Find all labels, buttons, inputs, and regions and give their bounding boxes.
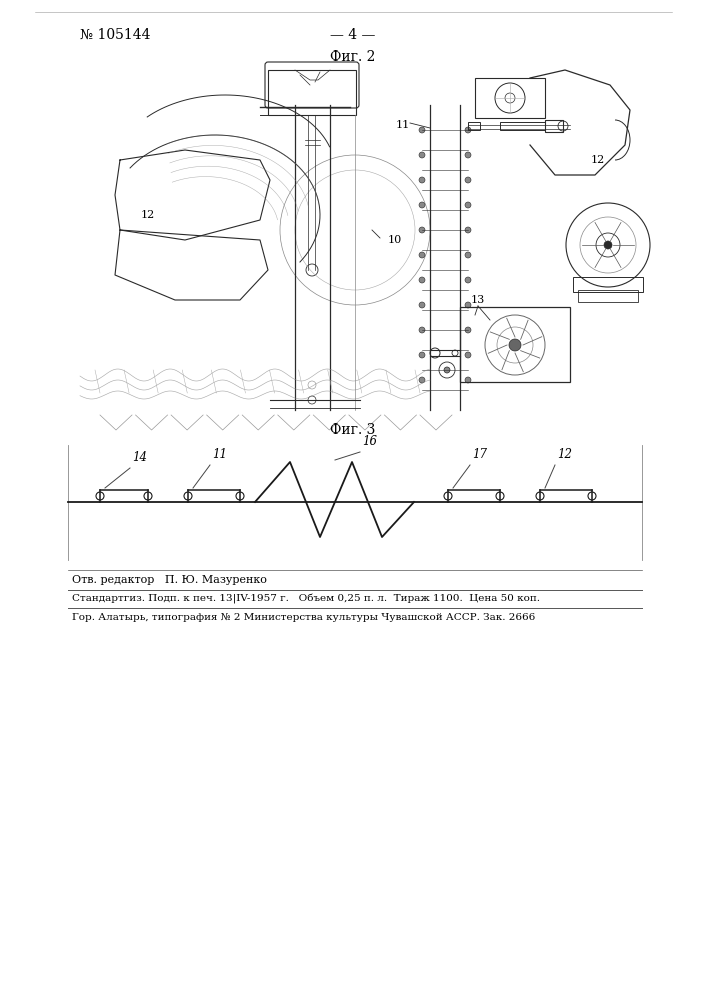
Circle shape (419, 277, 425, 283)
Circle shape (465, 127, 471, 133)
Bar (468, 122, 480, 130)
Circle shape (465, 177, 471, 183)
Circle shape (465, 352, 471, 358)
Text: 12: 12 (557, 448, 572, 461)
Text: 12: 12 (591, 155, 605, 165)
Bar (578, 290, 638, 302)
Circle shape (604, 241, 612, 249)
Circle shape (465, 252, 471, 258)
Text: 17: 17 (472, 448, 487, 461)
Bar (475, 78, 545, 118)
Bar (500, 122, 545, 130)
Circle shape (419, 152, 425, 158)
Bar (268, 70, 356, 115)
Text: 12: 12 (141, 210, 155, 220)
Bar (573, 277, 643, 292)
Circle shape (465, 377, 471, 383)
Text: — 4 —: — 4 — (330, 28, 375, 42)
Circle shape (419, 252, 425, 258)
Circle shape (465, 302, 471, 308)
Circle shape (419, 352, 425, 358)
Text: № 105144: № 105144 (80, 28, 151, 42)
Text: Фиг. 2: Фиг. 2 (330, 50, 375, 64)
Circle shape (419, 177, 425, 183)
Circle shape (444, 367, 450, 373)
Circle shape (465, 277, 471, 283)
Text: Отв. редактор   П. Ю. Мазуренко: Отв. редактор П. Ю. Мазуренко (72, 575, 267, 585)
Circle shape (465, 327, 471, 333)
Circle shape (465, 202, 471, 208)
Circle shape (419, 227, 425, 233)
Text: Стандартгиз. Подп. к печ. 13|IV-1957 г.   Объем 0,25 п. л.  Тираж 1100.  Цена 50: Стандартгиз. Подп. к печ. 13|IV-1957 г. … (72, 594, 540, 604)
Bar (460, 307, 570, 382)
Text: 11: 11 (396, 120, 410, 130)
Circle shape (419, 127, 425, 133)
Circle shape (465, 152, 471, 158)
Circle shape (419, 302, 425, 308)
Text: Фиг. 3: Фиг. 3 (330, 423, 375, 437)
Circle shape (419, 377, 425, 383)
Circle shape (419, 202, 425, 208)
Text: 13: 13 (471, 295, 485, 305)
Text: 11: 11 (212, 448, 227, 461)
Text: 16: 16 (362, 435, 377, 448)
Circle shape (509, 339, 521, 351)
Bar (545, 120, 563, 132)
Circle shape (419, 327, 425, 333)
Circle shape (465, 227, 471, 233)
Text: Гор. Алатырь, типография № 2 Министерства культуры Чувашской АССР. Зак. 2666: Гор. Алатырь, типография № 2 Министерств… (72, 612, 535, 621)
Text: 14: 14 (132, 451, 147, 464)
Text: 10: 10 (388, 235, 402, 245)
